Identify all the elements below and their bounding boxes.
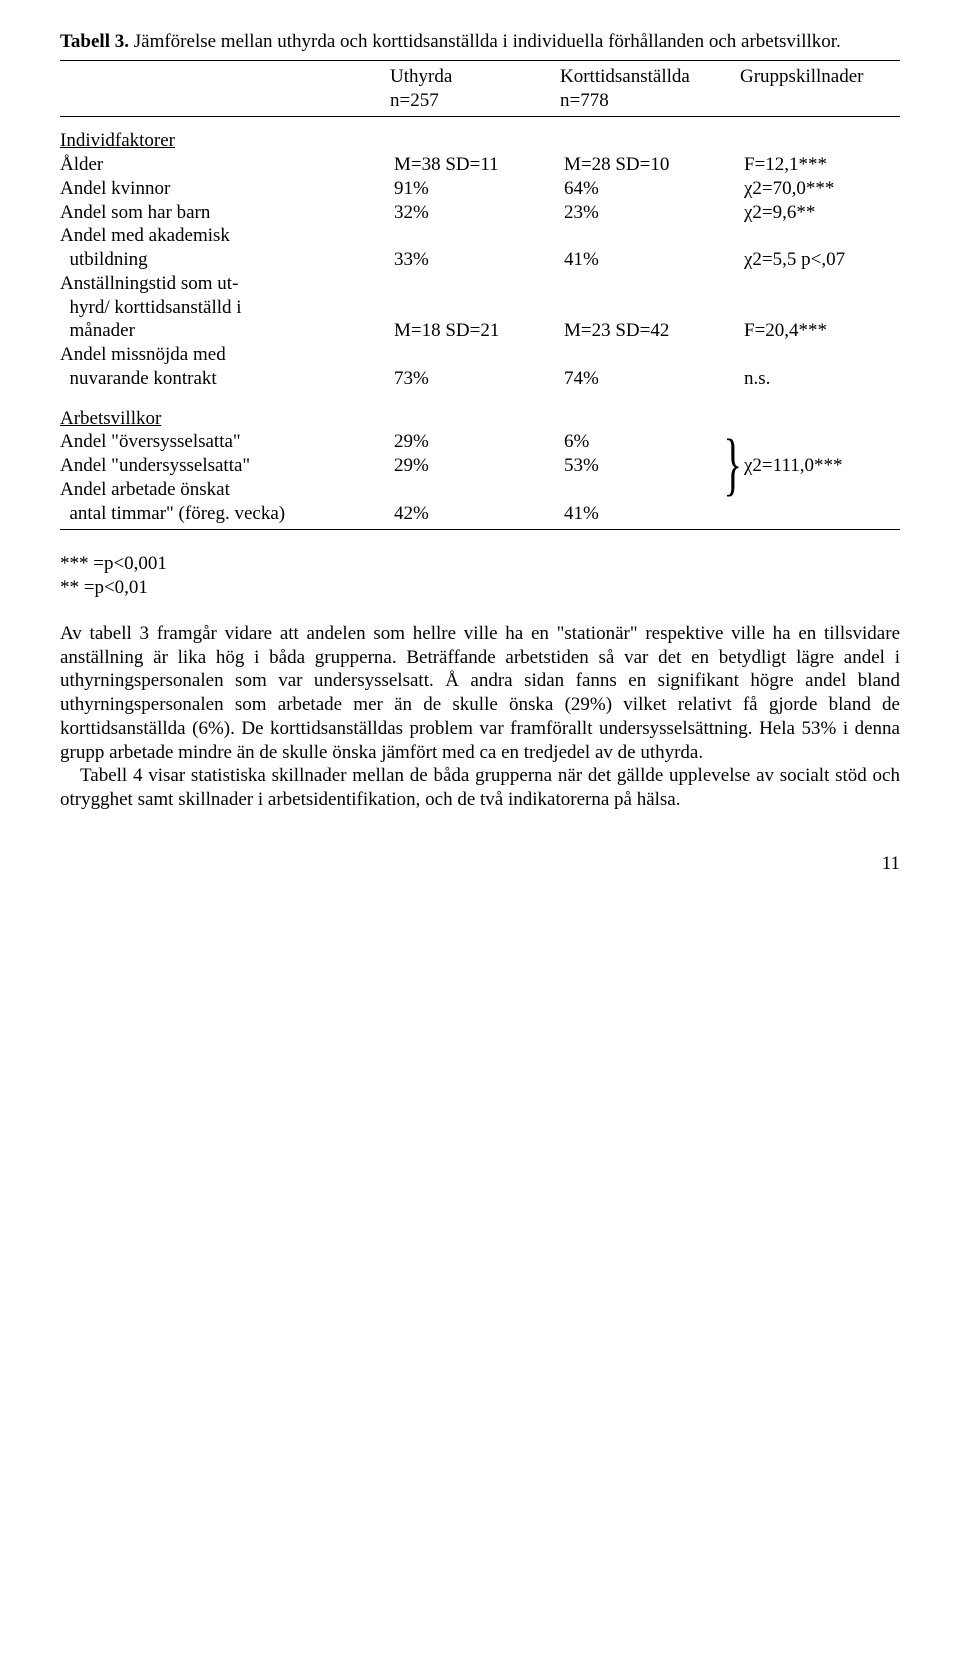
row-label: Andel "undersysselsatta"	[60, 454, 394, 478]
table-row: Andel arbetade önskat	[60, 478, 900, 502]
row-label: utbildning	[60, 248, 394, 272]
row-label: nuvarande kontrakt	[60, 367, 394, 391]
cell: 41%	[564, 248, 744, 272]
cell: F=12,1***	[744, 153, 900, 177]
row-label: Ålder	[60, 153, 394, 177]
row-label: Andel som har barn	[60, 201, 394, 225]
table-row: månader M=18 SD=21 M=23 SD=42 F=20,4***	[60, 319, 900, 343]
table-row: Andel kvinnor 91% 64% χ2=70,0***	[60, 177, 900, 201]
table-caption: Tabell 3. Jämförelse mellan uthyrda och …	[60, 30, 900, 54]
cell: 32%	[394, 201, 564, 225]
cell: n.s.	[744, 367, 900, 391]
table-row: hyrd/ korttidsanställd i	[60, 296, 900, 320]
row-label: antal timmar" (föreg. vecka)	[60, 502, 394, 526]
table-row: Andel missnöjda med	[60, 343, 900, 367]
cell: 64%	[564, 177, 744, 201]
cell: 29%	[394, 454, 564, 478]
cell: χ2=5,5 p<,07	[744, 248, 900, 272]
row-label: Andel missnöjda med	[60, 343, 394, 367]
cell: 33%	[394, 248, 564, 272]
body-paragraphs: Av tabell 3 framgår vidare att andelen s…	[60, 622, 900, 812]
row-label: Andel arbetade önskat	[60, 478, 394, 502]
page-number: 11	[60, 852, 900, 876]
cell: χ2=70,0***	[744, 177, 900, 201]
row-label: Andel kvinnor	[60, 177, 394, 201]
cell: 42%	[394, 502, 564, 526]
cell	[744, 502, 900, 526]
table-row: Andel "undersysselsatta" 29% 53% } χ2=11…	[60, 454, 900, 478]
significance-notes: *** =p<0,001 ** =p<0,01	[60, 552, 900, 600]
header-col-a-n: n=257	[390, 89, 560, 113]
header-col-c-title: Gruppskillnader	[740, 65, 900, 89]
cell: 6%	[564, 430, 744, 454]
header-col-b-title: Korttidsanställda	[560, 65, 740, 89]
paragraph: Av tabell 3 framgår vidare att andelen s…	[60, 622, 900, 765]
header-col-b-n: n=778	[560, 89, 740, 113]
header-col-a-title: Uthyrda	[390, 65, 560, 89]
table-row: Andel "översysselsatta" 29% 6%	[60, 430, 900, 454]
note-line: ** =p<0,01	[60, 576, 900, 600]
cell: F=20,4***	[744, 319, 900, 343]
cell: 23%	[564, 201, 744, 225]
cell: M=28 SD=10	[564, 153, 744, 177]
cell: 91%	[394, 177, 564, 201]
table-header: Uthyrda Korttidsanställda Gruppskillnade…	[60, 61, 900, 117]
note-line: *** =p<0,001	[60, 552, 900, 576]
curly-brace-icon: }	[724, 430, 742, 500]
rule-bottom	[60, 529, 900, 530]
row-label: Andel med akademisk	[60, 224, 394, 248]
table-row: nuvarande kontrakt 73% 74% n.s.	[60, 367, 900, 391]
row-label: månader	[60, 319, 394, 343]
cell: χ2=9,6**	[744, 201, 900, 225]
cell: 29%	[394, 430, 564, 454]
table-row: Anställningstid som ut-	[60, 272, 900, 296]
section2-title: Arbetsvillkor	[60, 407, 900, 431]
caption-label: Tabell 3.	[60, 31, 129, 52]
row-label: Anställningstid som ut-	[60, 272, 394, 296]
cell: } χ2=111,0***	[744, 454, 900, 478]
row-label: hyrd/ korttidsanställd i	[60, 296, 394, 320]
cell: M=23 SD=42	[564, 319, 744, 343]
table-row: utbildning 33% 41% χ2=5,5 p<,07	[60, 248, 900, 272]
cell: 73%	[394, 367, 564, 391]
table-row: Andel som har barn 32% 23% χ2=9,6**	[60, 201, 900, 225]
cell	[744, 430, 900, 454]
paragraph: Tabell 4 visar statistiska skillnader me…	[60, 764, 900, 812]
cell-value: χ2=111,0***	[744, 455, 843, 476]
cell: M=38 SD=11	[394, 153, 564, 177]
cell: 74%	[564, 367, 744, 391]
section1-title: Individfaktorer	[60, 129, 900, 153]
cell: 53%	[564, 454, 744, 478]
caption-text: Jämförelse mellan uthyrda och korttidsan…	[134, 31, 841, 52]
row-label: Andel "översysselsatta"	[60, 430, 394, 454]
table-row: Andel med akademisk	[60, 224, 900, 248]
table-row: Ålder M=38 SD=11 M=28 SD=10 F=12,1***	[60, 153, 900, 177]
cell: M=18 SD=21	[394, 319, 564, 343]
cell: 41%	[564, 502, 744, 526]
table-body: Individfaktorer Ålder M=38 SD=11 M=28 SD…	[60, 117, 900, 529]
table-row: antal timmar" (föreg. vecka) 42% 41%	[60, 502, 900, 526]
header-blank	[60, 65, 390, 89]
